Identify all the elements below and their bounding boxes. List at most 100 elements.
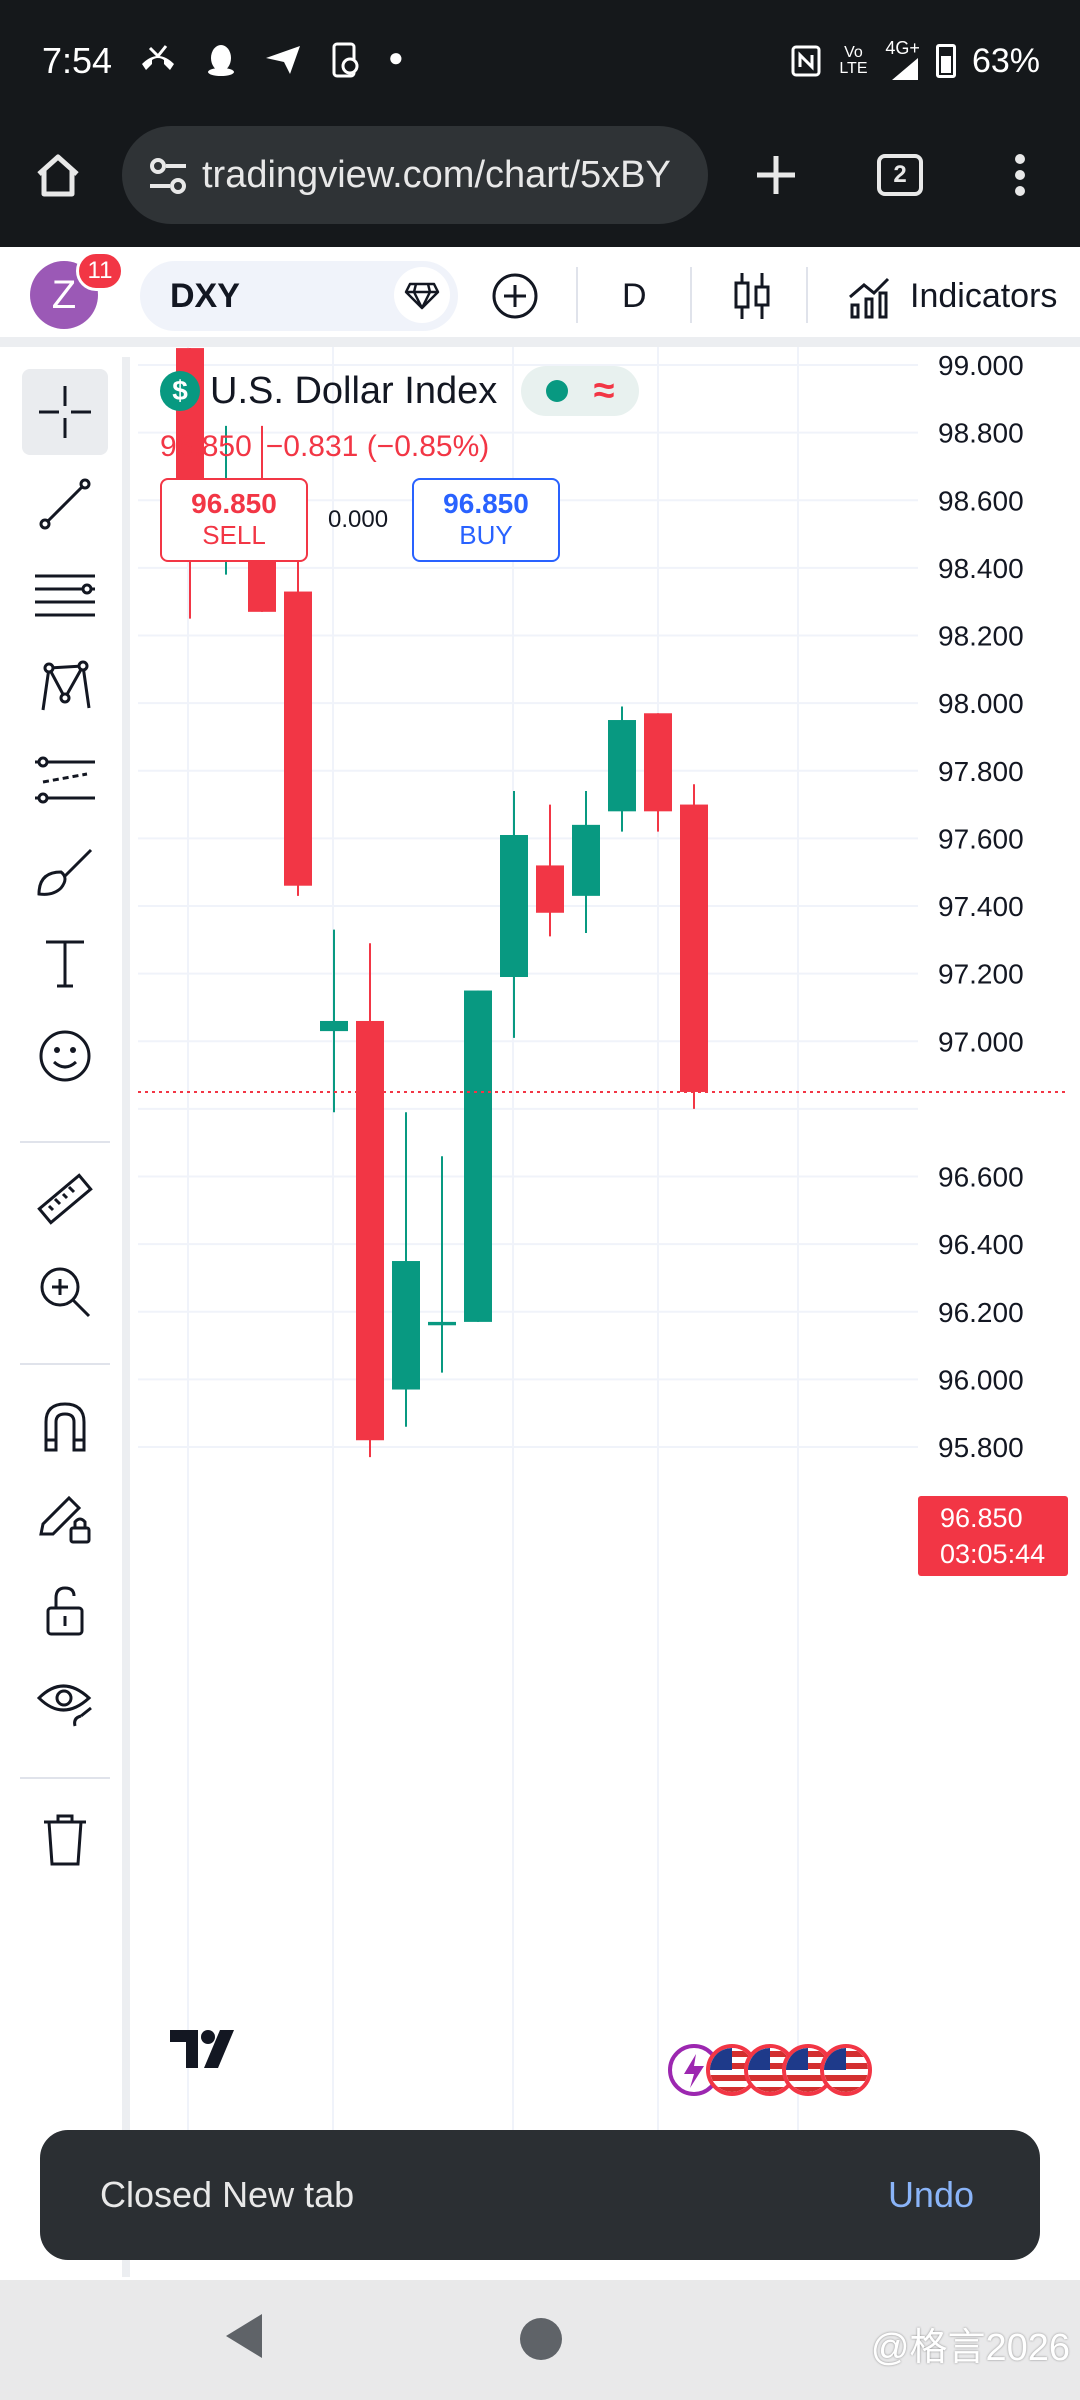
- legend-title-row: $ U.S. Dollar Index ≈: [160, 366, 640, 416]
- trend-line-icon: [39, 478, 91, 530]
- send-icon: [266, 46, 300, 74]
- candle-up: [392, 1261, 420, 1390]
- home-nav-icon[interactable]: [520, 2318, 562, 2360]
- tradingview-logo[interactable]: [168, 2028, 248, 2075]
- pencil-lock-icon: [39, 1495, 91, 1544]
- chart-header-toolbar: Z 11 DXY D Indicators: [0, 247, 1080, 347]
- system-navigation-bar: @格言2026: [0, 2280, 1080, 2400]
- measure-tool[interactable]: [22, 1157, 108, 1243]
- text-tool[interactable]: [22, 921, 108, 1007]
- toolbar-divider: [806, 267, 808, 323]
- candle-down: [536, 865, 564, 913]
- battery-percent: 63%: [971, 41, 1040, 80]
- buy-button[interactable]: 96.850 BUY: [412, 478, 560, 562]
- legend-quote: 96.850 −0.831 (−0.85%): [160, 430, 639, 464]
- magnet-tool[interactable]: [22, 1383, 108, 1469]
- indicators-label: Indicators: [910, 276, 1058, 315]
- currency-icon: $: [160, 371, 200, 411]
- site-settings-icon[interactable]: [146, 154, 190, 198]
- economic-events[interactable]: [668, 2044, 872, 2096]
- tools-divider: [20, 1777, 110, 1779]
- back-icon[interactable]: [222, 2310, 266, 2362]
- signal-icon: [891, 58, 918, 80]
- interval-button[interactable]: D: [622, 276, 647, 315]
- spread-value: 0.000: [328, 506, 389, 533]
- price-axis-label: 97.000: [938, 1026, 1024, 1057]
- us-flag-event-icon[interactable]: [820, 2044, 872, 2096]
- price-axis-label: 98.000: [938, 688, 1024, 719]
- hide-drawings-tool[interactable]: [22, 1659, 108, 1745]
- last-price-label: 96.850 03:05:44: [918, 1496, 1068, 1576]
- candlestick-chart[interactable]: 99.000 98.800 98.600 98.400 98.200 98.000 97.8…: [138, 347, 1080, 2137]
- add-circle-icon: [492, 273, 538, 319]
- market-status-pill[interactable]: ≈: [521, 366, 640, 416]
- brush-tool[interactable]: [22, 829, 108, 915]
- tab-switcher-button[interactable]: 2: [864, 139, 936, 211]
- more-vertical-icon: [1015, 154, 1025, 196]
- us-flag-event-icon[interactable]: [744, 2044, 796, 2096]
- price-axis-label: 99.000: [938, 350, 1024, 381]
- market-open-dot-icon: [546, 380, 569, 402]
- emoji-tool[interactable]: [22, 1013, 108, 1099]
- price-change: −0.831 (−0.85%): [265, 430, 490, 463]
- pattern-tool[interactable]: [22, 645, 108, 731]
- buy-price: 96.850: [443, 488, 529, 519]
- lock-drawings-tool[interactable]: [22, 1475, 108, 1561]
- trend-line-tool[interactable]: [22, 461, 108, 547]
- zoom-in-icon: [40, 1267, 91, 1318]
- price-axis-label: 96.200: [938, 1297, 1024, 1328]
- notification-icons: ●: [138, 42, 404, 80]
- status-time: 7:54: [42, 40, 113, 81]
- notification-badge: 11: [76, 251, 124, 291]
- candle-down: [644, 713, 672, 812]
- url-text: tradingview.com/chart/5xBY: [202, 154, 671, 196]
- snackbar: Closed New tab Undo: [40, 2130, 1040, 2260]
- signal-group: 4G+: [885, 39, 920, 82]
- compare-button[interactable]: [490, 261, 540, 331]
- symbol-description[interactable]: U.S. Dollar Index: [210, 369, 498, 412]
- crosshair-tool[interactable]: [22, 369, 108, 455]
- unlock-icon: [46, 1586, 84, 1636]
- toolbar-divider: [576, 267, 578, 323]
- buy-label: BUY: [459, 520, 513, 550]
- price-axis-label: 97.200: [938, 959, 1024, 990]
- candle-up: [320, 1020, 348, 1032]
- symbol-search[interactable]: DXY: [140, 261, 458, 331]
- forecast-icon: [35, 756, 95, 804]
- lock-all-tool[interactable]: [22, 1567, 108, 1653]
- browser-menu-button[interactable]: [984, 139, 1056, 211]
- new-tab-button[interactable]: [740, 139, 812, 211]
- brush-icon: [37, 848, 93, 896]
- undo-button[interactable]: Undo: [887, 2174, 974, 2215]
- price-axis-label: 97.600: [938, 823, 1024, 854]
- magnet-icon: [44, 1402, 86, 1452]
- crosshair-icon: [39, 386, 91, 438]
- price-axis-label: 98.800: [938, 418, 1024, 449]
- home-button[interactable]: [22, 139, 94, 211]
- candle-down: [680, 804, 708, 1092]
- price-axis-label: 96.000: [938, 1364, 1024, 1395]
- tv-logo-icon: [170, 2030, 234, 2068]
- sell-button[interactable]: 96.850 SELL: [160, 478, 308, 562]
- price-axis-label: 97.400: [938, 891, 1024, 922]
- us-flag-event-icon[interactable]: [706, 2044, 758, 2096]
- tools-divider: [20, 1363, 110, 1365]
- address-bar[interactable]: tradingview.com/chart/5xBY: [122, 126, 708, 224]
- phone-sync-icon: [332, 42, 359, 78]
- gem-icon[interactable]: [394, 267, 450, 323]
- smiley-icon: [39, 1030, 91, 1082]
- fib-tool[interactable]: [22, 553, 108, 639]
- remove-drawings-tool[interactable]: [22, 1797, 108, 1883]
- status-bar: 7:54 ● Vo LTE 4G+ 63%: [0, 0, 1080, 125]
- forecast-tool[interactable]: [22, 737, 108, 823]
- indicators-button[interactable]: Indicators: [846, 261, 1057, 331]
- last-price: 96.850: [160, 430, 252, 463]
- price-chart[interactable]: 99.000 98.800 98.600 98.400 98.200 98.000 97.8…: [138, 347, 1080, 2137]
- missed-call-icon: [142, 45, 174, 70]
- chart-type-button[interactable]: [730, 261, 774, 331]
- bar-countdown: 03:05:44: [940, 1539, 1046, 1569]
- zoom-tool[interactable]: [22, 1249, 108, 1335]
- candle-up: [608, 720, 636, 812]
- chart-legend: $ U.S. Dollar Index ≈ 96.850 −0.831 (−0.…: [160, 366, 640, 464]
- price-tag-value: 96.850: [940, 1503, 1023, 1533]
